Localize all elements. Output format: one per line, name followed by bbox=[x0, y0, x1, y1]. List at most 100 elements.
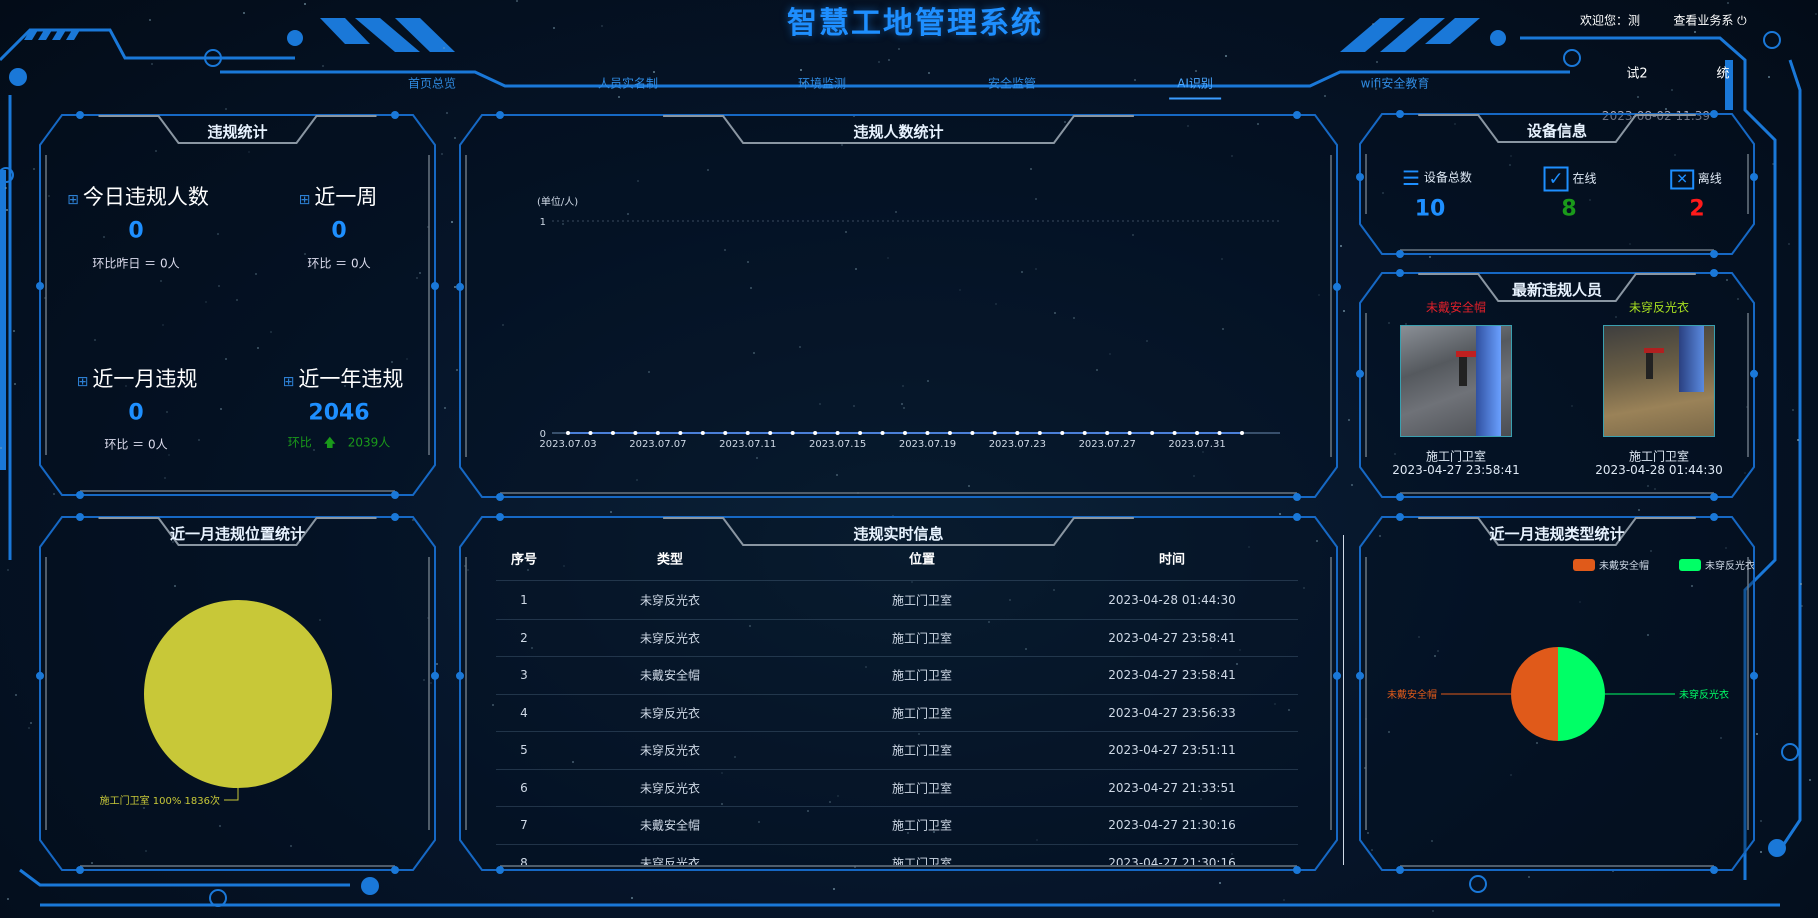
device-total-label: ☰ 设备总数 bbox=[1402, 166, 1472, 190]
panel-frame bbox=[1356, 110, 1758, 258]
data-point[interactable] bbox=[1217, 431, 1222, 435]
nav-home[interactable]: 首页总览 bbox=[407, 76, 457, 91]
stat-month-compare: 环比 ＝ 0人 bbox=[104, 437, 168, 452]
data-point[interactable] bbox=[1127, 431, 1132, 435]
extra-link-2[interactable]: 统 bbox=[1716, 66, 1730, 82]
data-point[interactable] bbox=[745, 431, 750, 435]
data-point[interactable] bbox=[723, 431, 728, 435]
x-tick-label: 2023.07.15 bbox=[809, 439, 866, 450]
grid-icon: ⊞ bbox=[76, 374, 89, 390]
pie-slice[interactable] bbox=[144, 600, 332, 788]
stat-year-label: ⊞ 近一年违规 bbox=[282, 367, 404, 391]
panel-people-chart: 违规人数统计 bbox=[456, 111, 1341, 501]
data-point[interactable] bbox=[790, 431, 795, 435]
data-point[interactable] bbox=[835, 431, 840, 435]
data-point[interactable] bbox=[880, 431, 885, 435]
data-point[interactable] bbox=[1150, 431, 1155, 435]
column-header: 位置 bbox=[908, 552, 936, 568]
violator-location-1: 施工门卫室 bbox=[1425, 449, 1487, 464]
stat-month-value: 0 bbox=[128, 400, 144, 426]
data-point[interactable] bbox=[655, 431, 660, 435]
data-point[interactable] bbox=[1240, 431, 1244, 435]
data-point[interactable] bbox=[700, 431, 705, 435]
extra-link-1[interactable]: 试2 bbox=[1626, 66, 1648, 82]
data-point[interactable] bbox=[903, 431, 907, 435]
row-divider bbox=[496, 731, 1298, 732]
business-system-link[interactable]: 查看业务系 ⏻ bbox=[1673, 12, 1746, 29]
label-line bbox=[224, 788, 239, 801]
nav-realname[interactable]: 人员实名制 bbox=[597, 76, 659, 91]
violator-type-2: 未穿反光衣 bbox=[1628, 300, 1690, 315]
nav-safety[interactable]: 安全监管 bbox=[987, 76, 1037, 91]
column-header: 类型 bbox=[656, 552, 684, 568]
data-point[interactable] bbox=[633, 431, 638, 435]
business-system-label: 查看业务系 bbox=[1673, 13, 1734, 28]
legend-label[interactable]: 未穿反光衣 bbox=[1705, 559, 1754, 572]
pie-slice[interactable] bbox=[1511, 647, 1558, 741]
data-point[interactable] bbox=[925, 431, 930, 435]
data-point[interactable] bbox=[1195, 431, 1200, 435]
data-point[interactable] bbox=[813, 431, 818, 435]
table-cell: 未穿反光衣 bbox=[639, 781, 701, 795]
nav-environment[interactable]: 环境监测 bbox=[797, 76, 847, 91]
table-cell: 7 bbox=[520, 818, 528, 832]
grid-icon: ⊞ bbox=[282, 374, 295, 390]
data-point[interactable] bbox=[610, 431, 615, 435]
nav-ai[interactable]: AI识别 bbox=[1169, 76, 1221, 100]
row-divider bbox=[496, 806, 1298, 807]
data-point[interactable] bbox=[1060, 431, 1065, 435]
data-point[interactable] bbox=[1172, 431, 1177, 435]
table-cell: 5 bbox=[520, 743, 528, 757]
row-divider bbox=[496, 618, 1298, 620]
violator-photo-2[interactable] bbox=[1603, 325, 1715, 437]
panel-frame bbox=[456, 513, 1341, 874]
people-line-chart: (单位/人) 0 1 2023.07.03 2023.07.07 2023.07.11 20… bbox=[537, 195, 1280, 450]
table-cell: 施工门卫室 bbox=[891, 706, 953, 720]
stat-month-label: ⊞ 近一月违规 bbox=[76, 367, 198, 391]
panel-title: 近一月违规位置统计 bbox=[169, 525, 306, 543]
table-cell: 2023-04-27 21:30:16 bbox=[1108, 818, 1236, 832]
x-tick-label: 2023.07.03 bbox=[539, 439, 596, 450]
table-cell: 2023-04-27 23:51:11 bbox=[1108, 743, 1236, 757]
data-point[interactable] bbox=[588, 431, 593, 435]
pie-label: 未戴安全帽 bbox=[1387, 688, 1437, 701]
nav-wifi-education[interactable]: wifi安全教育 bbox=[1360, 76, 1430, 91]
data-point[interactable] bbox=[1105, 431, 1110, 435]
power-icon[interactable]: ⏻ bbox=[1737, 13, 1747, 28]
data-point[interactable] bbox=[1082, 431, 1087, 435]
table-cell: 8 bbox=[520, 855, 528, 866]
stat-year-value: 2046 bbox=[308, 400, 370, 426]
table-cell: 施工门卫室 bbox=[891, 818, 953, 833]
panel-title: 近一月违规类型统计 bbox=[1489, 525, 1625, 543]
scrollbar[interactable] bbox=[1343, 535, 1344, 865]
data-point[interactable] bbox=[566, 431, 570, 435]
data-point[interactable] bbox=[1037, 431, 1042, 435]
data-point[interactable] bbox=[1015, 431, 1020, 435]
data-point[interactable] bbox=[992, 431, 997, 435]
table-cell: 施工门卫室 bbox=[891, 856, 953, 865]
welcome-text: 欢迎您：测 bbox=[1579, 13, 1641, 28]
device-online-value: 8 bbox=[1561, 196, 1577, 222]
table-cell: 未穿反光衣 bbox=[639, 706, 701, 720]
data-point[interactable] bbox=[678, 431, 683, 435]
table-cell: 2 bbox=[520, 630, 528, 645]
stat-week-label: ⊞ 近一周 bbox=[298, 185, 378, 209]
row-divider bbox=[496, 580, 1298, 581]
data-point[interactable] bbox=[858, 431, 863, 435]
legend-label[interactable]: 未戴安全帽 bbox=[1599, 559, 1649, 572]
panel-title: 最新违规人员 bbox=[1511, 281, 1603, 299]
legend-swatch[interactable] bbox=[1679, 559, 1701, 571]
row-divider bbox=[496, 768, 1298, 770]
device-offline-value: 2 bbox=[1689, 196, 1705, 222]
pie-slice[interactable] bbox=[1558, 647, 1605, 741]
panel-frame bbox=[36, 111, 439, 499]
monitor-x-icon: ✕ bbox=[1670, 169, 1694, 189]
panel-title: 违规人数统计 bbox=[853, 123, 944, 141]
data-point[interactable] bbox=[768, 431, 773, 435]
x-tick-label: 2023.07.07 bbox=[629, 439, 686, 450]
data-point[interactable] bbox=[970, 431, 975, 435]
legend-swatch[interactable] bbox=[1573, 559, 1595, 571]
violator-photo-1[interactable] bbox=[1400, 325, 1512, 437]
data-point[interactable] bbox=[947, 431, 952, 435]
x-tick-label: 2023.07.31 bbox=[1168, 439, 1225, 450]
